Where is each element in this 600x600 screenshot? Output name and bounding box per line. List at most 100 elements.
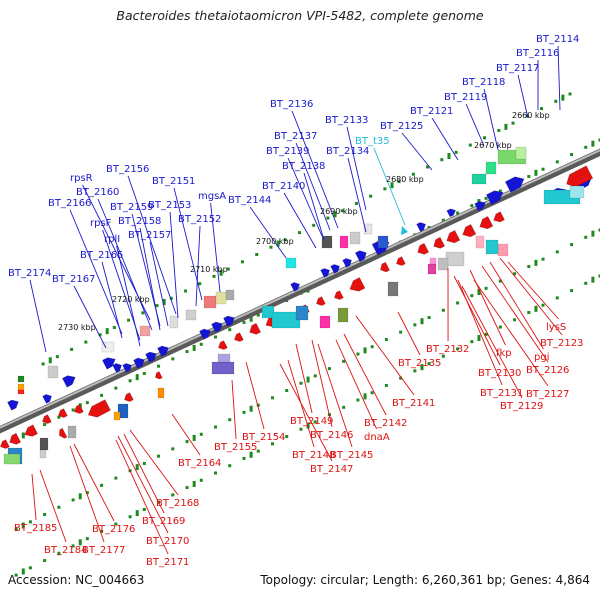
gene-label[interactable]: BT_2142 [364,418,407,429]
gene-label[interactable]: BT_2159 [110,202,153,213]
leader-line [499,257,563,336]
gene-label[interactable]: BT_2177 [82,545,125,556]
gene-block [3,453,21,465]
gene-label[interactable]: BT_2171 [146,557,189,568]
gene-label[interactable]: BT_2137 [274,131,317,142]
gene-label[interactable]: BT_2125 [380,121,423,132]
gene-label[interactable]: BT_2144 [228,195,271,206]
gene-label[interactable]: BT_2135 [398,358,441,369]
gene-label[interactable]: BT_2121 [410,106,453,117]
gene-label[interactable]: BT_2141 [392,398,435,409]
gene-label[interactable]: BT_2118 [462,77,505,88]
gene-block [39,437,49,451]
gene-block [377,235,389,249]
gene-label[interactable]: BT_2129 [500,401,543,412]
tick-dot [555,250,559,254]
gene-label[interactable]: fkp [496,348,512,359]
gene-label[interactable]: rplI [104,234,120,245]
gene-label[interactable]: BT_2167 [52,274,95,285]
gene-label[interactable]: BT_2168 [156,498,199,509]
tick-dot [555,160,559,164]
gene-label[interactable]: BT_2174 [8,268,51,279]
leader-line [249,206,287,259]
gene-label[interactable]: BT_2185 [14,523,57,534]
gene-label[interactable]: mgsA [198,191,226,202]
scale-tick-label: 2680 kbp [386,175,424,184]
tick-dot [497,128,501,132]
gene-label[interactable]: BT_2155 [214,442,257,453]
gene-label[interactable]: BT_2131 [480,388,523,399]
gene-label[interactable]: BT_2157 [128,230,171,241]
gene-label[interactable]: BT_2153 [148,200,191,211]
leader-line [69,445,105,543]
gene-label[interactable]: BT_2133 [325,115,368,126]
minus-strand-gene [396,256,406,266]
tick-dot [71,498,75,502]
gene-label[interactable]: BT_2169 [142,516,185,527]
tick-dot [157,454,161,458]
leader-line [453,275,501,366]
gene-label[interactable]: BT_2165 [80,250,123,261]
gene-label[interactable]: rpsF [90,218,112,229]
gene-label[interactable]: BT_2152 [178,214,221,225]
gene-label[interactable]: BT_2158 [118,216,161,227]
plus-strand-gene [133,357,145,369]
label-leader-lines [29,45,563,555]
tick-dot [598,274,600,278]
tick-dot [199,432,203,436]
gene-block [117,403,129,419]
gene-label[interactable]: rpsR [70,173,93,184]
plus-strand-gene [145,351,157,363]
gene-label[interactable]: BT_2119 [444,92,487,103]
leader-line [401,132,433,171]
minus-strand-gene [349,277,366,292]
gene-label[interactable]: BT_t35 [355,136,390,147]
leader-line [295,142,331,231]
gene-label[interactable]: BT_2123 [540,338,583,349]
gene-label[interactable]: BT_2164 [178,458,221,469]
gene-label[interactable]: BT_2117 [496,63,539,74]
leader-line [116,245,141,347]
gene-label[interactable]: BT_2145 [330,450,373,461]
tick-major [192,434,196,441]
gene-label[interactable]: BT_2184 [44,545,87,556]
gene-block [185,309,197,321]
gene-label[interactable]: BT_2156 [106,164,149,175]
gene-label[interactable]: BT_2148 [292,450,335,461]
gene-label[interactable]: BT_2146 [310,430,353,441]
gene-label[interactable]: BT_2176 [92,524,135,535]
tick-dot [228,418,232,422]
gene-label[interactable]: pgi [534,352,549,363]
gene-label[interactable]: BT_2149 [290,416,333,427]
gene-label[interactable]: BT_2154 [242,432,285,443]
gene-label[interactable]: BT_2139 [266,146,309,157]
tick-dot [483,136,487,140]
gene-label[interactable]: BT_2166 [48,198,91,209]
plus-strand-gene [354,250,367,263]
gene-label[interactable]: BT_2151 [152,176,195,187]
gene-label[interactable]: BT_2160 [76,187,119,198]
tick-dot [570,243,574,247]
tick-dot [370,391,374,395]
gene-label[interactable]: BT_2114 [536,34,579,45]
gene-label[interactable]: BT_2132 [426,344,469,355]
tick-dot [342,405,346,409]
gene-label[interactable]: BT_2130 [478,368,521,379]
gene-label[interactable]: BT_2147 [310,464,353,475]
gene-block [319,315,331,329]
gene-label[interactable]: BT_2126 [526,365,569,376]
gene-label[interactable]: BT_2127 [526,389,569,400]
tick-major [135,374,139,381]
gene-label[interactable]: BT_2134 [326,146,369,157]
tick-major [420,318,424,325]
gene-label[interactable]: dnaA [364,432,390,443]
leader-line [483,88,499,151]
tick-dot [57,505,61,509]
gene-label[interactable]: BT_2116 [516,48,559,59]
leader-line [517,74,529,119]
gene-label[interactable]: BT_2136 [270,99,313,110]
gene-label[interactable]: BT_2140 [262,181,305,192]
gene-label[interactable]: BT_2170 [146,536,189,547]
gene-label[interactable]: BT_2138 [282,161,325,172]
gene-label[interactable]: lysS [546,322,566,333]
